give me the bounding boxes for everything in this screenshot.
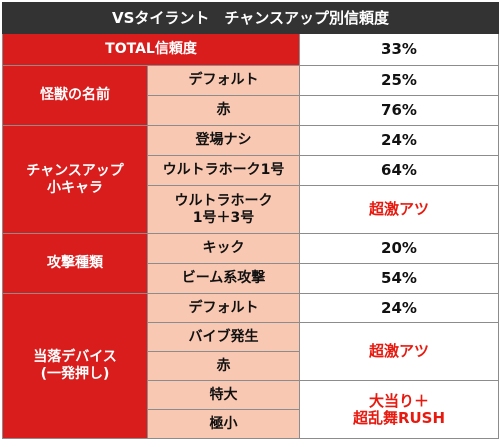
table-row: バイブ発生 超激アツ [3,322,499,381]
row-label: デフォルト [147,293,300,323]
total-value: 33% [299,33,499,66]
row-value: 20% [299,233,499,264]
table-title: VSタイラント チャンスアップ別信頼度 [2,2,499,34]
row-label: ウルトラホーク1号 [147,155,300,186]
table-row: 特大 大当り＋ 超乱舞RUSH [3,380,499,439]
row-label: 赤 [147,351,300,381]
category-monster-name: 怪獣の名前 [2,65,148,126]
row-value: 25% [299,65,499,96]
row-label: ウルトラホーク 1号＋3号 [147,185,300,234]
table-row: 極小 [3,409,499,439]
total-row: TOTAL信頼度 33% [2,33,499,66]
category-chance-up-character: チャンスアップ 小キャラ [2,125,148,234]
category-attack-type: 攻撃種類 [2,233,148,294]
merged-value-jackpot: 大当り＋ 超乱舞RUSH [299,380,499,439]
table-row: 赤 [3,351,499,381]
table-row: ビーム系攻撃 54% [3,263,499,294]
row-value: 76% [299,95,499,126]
row-value-hot: 超激アツ [299,185,499,234]
table-row: チャンスアップ 小キャラ 登場ナシ 24% [2,125,499,234]
table-row: 当落デバイス (一発押し) デフォルト 24% [2,293,499,439]
row-value: 64% [299,155,499,186]
row-label: バイブ発生 [147,322,300,352]
title-row: VSタイラント チャンスアップ別信頼度 [2,2,499,34]
row-value: 24% [299,293,499,323]
total-label: TOTAL信頼度 [2,33,300,66]
row-label: キック [147,233,300,264]
row-label: デフォルト [147,65,300,96]
merged-value-hot: 超激アツ [299,322,499,381]
table-row: 攻撃種類 キック 20% [2,233,499,294]
reliability-table: VSタイラント チャンスアップ別信頼度 TOTAL信頼度 33% 怪獣の名前 デ… [2,2,499,439]
row-label: 登場ナシ [147,125,300,156]
table-row: ウルトラホーク1号 64% [3,155,499,186]
row-label: ビーム系攻撃 [147,263,300,294]
row-label: 極小 [147,409,300,439]
table-row: 怪獣の名前 デフォルト 25% [2,65,499,126]
row-value: 54% [299,263,499,294]
row-label: 赤 [147,95,300,126]
row-value: 24% [299,125,499,156]
category-result-device: 当落デバイス (一発押し) [2,293,148,439]
table-row: 赤 76% [3,95,499,126]
row-label: 特大 [147,380,300,410]
